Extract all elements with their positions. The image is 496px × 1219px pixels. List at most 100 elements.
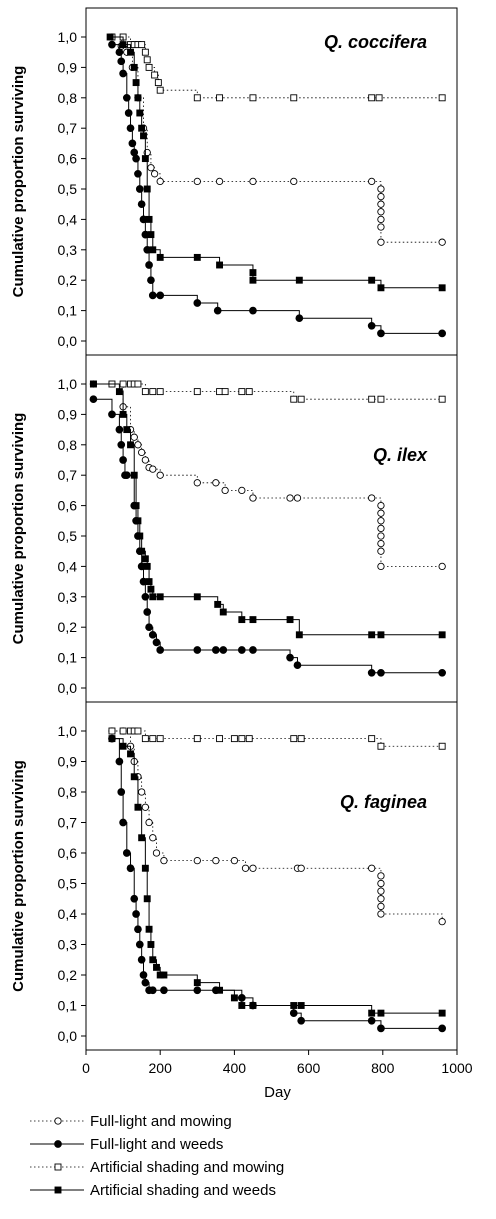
data-point (134, 803, 142, 811)
legend-item: Full-light and weeds (30, 1136, 223, 1153)
data-point (106, 33, 114, 41)
data-point (117, 440, 126, 449)
data-point (141, 388, 149, 396)
data-point (249, 616, 257, 624)
data-point (238, 486, 246, 495)
data-point (297, 1002, 305, 1009)
data-point (377, 238, 385, 246)
data-point (193, 856, 201, 865)
data-point (230, 994, 238, 1002)
data-point (134, 517, 142, 525)
data-point (367, 1016, 376, 1025)
panel-frame (85, 701, 458, 1051)
data-point (438, 1024, 447, 1033)
y-tick-label: 0,2 (58, 272, 78, 288)
data-point (134, 727, 142, 735)
data-point (290, 177, 298, 186)
data-point (377, 215, 385, 224)
data-point (193, 979, 201, 987)
data-point (193, 479, 201, 487)
y-axis-title: Cumulative proportion surviving (10, 66, 27, 298)
series-line (111, 738, 443, 1029)
data-point (145, 818, 153, 827)
data-point (438, 631, 446, 639)
data-point (156, 388, 164, 396)
y-tick-label: 0,3 (58, 589, 78, 605)
data-point (145, 623, 153, 632)
data-point (293, 494, 302, 502)
legend-marker (54, 1140, 62, 1148)
series-line (111, 36, 443, 243)
data-point (286, 494, 294, 502)
data-point (295, 314, 304, 323)
data-point (115, 425, 124, 434)
data-point (249, 1002, 257, 1009)
data-point (140, 132, 147, 140)
x-tick-label: 0 (82, 1060, 90, 1076)
data-point (193, 253, 201, 261)
data-point (216, 261, 224, 269)
data-point (145, 925, 153, 933)
y-tick-label: 0,7 (58, 467, 78, 483)
data-point (377, 910, 385, 918)
data-point (156, 177, 164, 186)
data-point (130, 471, 138, 479)
data-point (377, 223, 385, 231)
data-point (377, 192, 385, 201)
series-1 (108, 727, 446, 926)
data-point (156, 646, 165, 654)
data-point (377, 517, 385, 525)
y-axis-title: Cumulative proportion surviving (10, 760, 27, 992)
data-point (156, 735, 164, 743)
data-point (127, 750, 134, 758)
y-tick-label: 1,0 (58, 29, 78, 45)
data-point (438, 395, 446, 403)
data-point (293, 661, 302, 670)
data-point (149, 956, 157, 964)
data-point (438, 562, 446, 571)
data-point (295, 276, 303, 284)
y-tick-label: 0,5 (58, 181, 78, 197)
data-point (115, 48, 124, 57)
data-point (193, 593, 201, 601)
y-tick-label: 0,6 (58, 151, 78, 167)
data-point (245, 735, 253, 743)
data-point (141, 864, 149, 872)
data-point (377, 284, 385, 292)
y-tick-label: 0,3 (58, 937, 78, 953)
data-point (286, 653, 294, 662)
data-point (148, 630, 157, 639)
data-point (141, 592, 150, 601)
data-point (377, 200, 385, 208)
legend-label: Artificial shading and weeds (90, 1182, 276, 1199)
data-point (136, 532, 144, 540)
y-tick-label: 0,9 (58, 754, 78, 770)
data-point (230, 856, 239, 865)
data-point (141, 735, 149, 743)
data-point (122, 93, 131, 102)
data-point (139, 971, 148, 979)
data-point (368, 94, 376, 102)
y-tick-label: 0,9 (58, 59, 78, 75)
y-tick-label: 0,1 (58, 650, 78, 666)
data-point (193, 986, 202, 995)
data-point (115, 388, 123, 396)
data-point (367, 321, 376, 330)
x-tick-label: 400 (223, 1060, 247, 1076)
data-point (160, 856, 168, 865)
data-point (108, 410, 116, 419)
data-point (119, 818, 127, 827)
data-point (377, 895, 385, 903)
data-point (130, 433, 138, 441)
data-point (151, 71, 159, 79)
data-point (149, 465, 157, 473)
data-point (249, 276, 257, 284)
data-point (295, 631, 303, 639)
data-point (368, 177, 376, 186)
data-point (216, 388, 224, 396)
data-point (89, 380, 97, 388)
data-point (438, 742, 446, 750)
data-point (138, 124, 146, 132)
legend: Full-light and mowing Full-light and weed… (30, 1113, 284, 1199)
data-point (122, 849, 131, 857)
